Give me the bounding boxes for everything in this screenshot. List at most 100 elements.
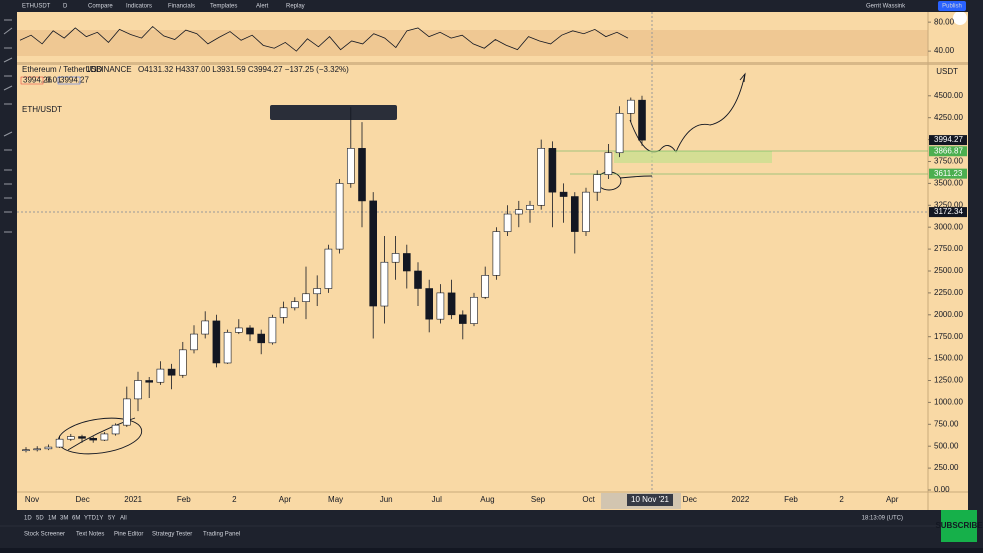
publish-label[interactable]: Publish	[942, 4, 962, 10]
candle-body	[313, 288, 322, 295]
toolbar-button[interactable]: Alert	[256, 4, 269, 10]
candle-body	[111, 424, 120, 435]
candle-body	[593, 174, 602, 193]
candle-body	[156, 368, 165, 383]
range-button[interactable]: 5Y	[108, 516, 115, 522]
bottom-tab[interactable]: Text Notes	[76, 532, 104, 538]
x-tick-label: May	[328, 495, 343, 504]
pane-divider	[17, 62, 968, 65]
bid-box	[20, 76, 44, 85]
range-button[interactable]: 1M	[48, 516, 56, 522]
candle-body	[279, 307, 288, 318]
candle-body	[44, 446, 53, 450]
candle-body	[134, 380, 142, 400]
x-tick-label: Feb	[784, 495, 798, 504]
eth-title: ETH/USDT	[22, 105, 62, 114]
publish-button[interactable]	[938, 1, 966, 11]
candle-body	[179, 349, 187, 376]
candle-body	[425, 288, 434, 320]
x-tick-label: Aug	[480, 495, 494, 504]
x-tick-label: Sep	[531, 495, 546, 504]
candle-body	[514, 209, 523, 215]
candle-body	[257, 333, 266, 344]
y-tick-label: 0.00	[934, 485, 950, 494]
candle-body	[481, 275, 490, 298]
candle-body	[335, 183, 344, 250]
price-tag	[929, 168, 967, 179]
zone	[614, 151, 772, 163]
candle-body	[615, 113, 624, 154]
candle-body	[324, 248, 333, 289]
candle-body	[537, 148, 546, 206]
candle-body	[458, 314, 467, 324]
left-icons	[3, 19, 13, 233]
bottom-tab[interactable]: Stock Screener	[24, 532, 65, 538]
candle-body	[246, 327, 254, 335]
left-toolbar	[0, 12, 17, 510]
rsi-tick-label: 80.00	[934, 17, 955, 26]
candle-body	[55, 438, 64, 448]
candle-body	[638, 99, 646, 141]
range-button[interactable]: 1D	[24, 516, 32, 522]
y-tick-label: 2500.00	[934, 266, 963, 275]
toolbar-button[interactable]: Compare	[88, 4, 113, 10]
y-tick-label: 3000.00	[934, 222, 963, 231]
candle-body	[235, 327, 243, 333]
toolbar-button[interactable]: Indicators	[126, 4, 152, 10]
interval[interactable]: D	[63, 4, 68, 10]
candle-body	[414, 270, 422, 289]
candle-body	[346, 148, 355, 184]
subscribe-button[interactable]	[941, 510, 977, 542]
candle-body	[268, 317, 277, 344]
range-button[interactable]: 6M	[72, 516, 80, 522]
x-tick-label: Jun	[380, 495, 393, 504]
toolbar-button[interactable]: Templates	[210, 4, 237, 10]
candle-body	[626, 99, 635, 114]
range-button[interactable]: YTD	[84, 516, 97, 522]
user[interactable]: Gerrit Wassink	[866, 4, 906, 10]
candle-body	[604, 152, 613, 175]
y-tick-label: 2250.00	[934, 288, 963, 297]
x-tick-label: Dec	[75, 495, 89, 504]
y-tick-label: 3750.00	[934, 157, 963, 166]
bid: 3994.26	[23, 76, 52, 85]
x-tick-label: Jul	[432, 495, 442, 504]
candle-body	[436, 292, 445, 320]
right-toolbar	[968, 0, 983, 548]
price-tag-label: 3611.23	[934, 169, 963, 178]
candle-body	[470, 296, 478, 324]
candle-body	[212, 320, 221, 364]
rsi-line	[19, 25, 629, 52]
candle-body	[223, 332, 232, 364]
y-tick-label: 4500.00	[934, 91, 963, 100]
spread: 0.01	[46, 76, 62, 85]
range-button[interactable]: All	[120, 516, 127, 522]
candle-body	[582, 191, 590, 232]
range-button[interactable]: 5D	[36, 516, 44, 522]
rsi-tick-label: 40.00	[934, 46, 955, 55]
bottom-tab[interactable]: Pine Editor	[114, 532, 143, 538]
y-tick-label: 750.00	[934, 419, 959, 428]
bottom-tab[interactable]: Strategy Tester	[152, 532, 192, 538]
info-button[interactable]	[953, 11, 967, 25]
candle-body	[190, 333, 198, 351]
y-tick-label: 1250.00	[934, 376, 963, 385]
y-tick-label: 500.00	[934, 441, 959, 450]
candle-body	[167, 368, 176, 376]
toolbar-button[interactable]: Financials	[168, 4, 195, 10]
toolbar-button[interactable]: Replay	[286, 4, 305, 10]
candle-body	[33, 448, 42, 451]
candle-body	[526, 204, 534, 210]
symbol[interactable]: ETHUSDT	[22, 4, 51, 10]
candle-body	[290, 301, 299, 309]
currency: USDT	[936, 67, 958, 76]
subscribe-label[interactable]: SUBSCRIBE	[935, 521, 983, 530]
bottom-tab[interactable]: Trading Panel	[203, 532, 240, 538]
range-button[interactable]: 1Y	[96, 516, 103, 522]
drawing-toolbar[interactable]	[270, 105, 397, 120]
range-button[interactable]: 3M	[60, 516, 68, 522]
x-tick-label: Apr	[279, 495, 292, 504]
ask: 3994.27	[60, 76, 89, 85]
y-tick-label: 1500.00	[934, 354, 963, 363]
